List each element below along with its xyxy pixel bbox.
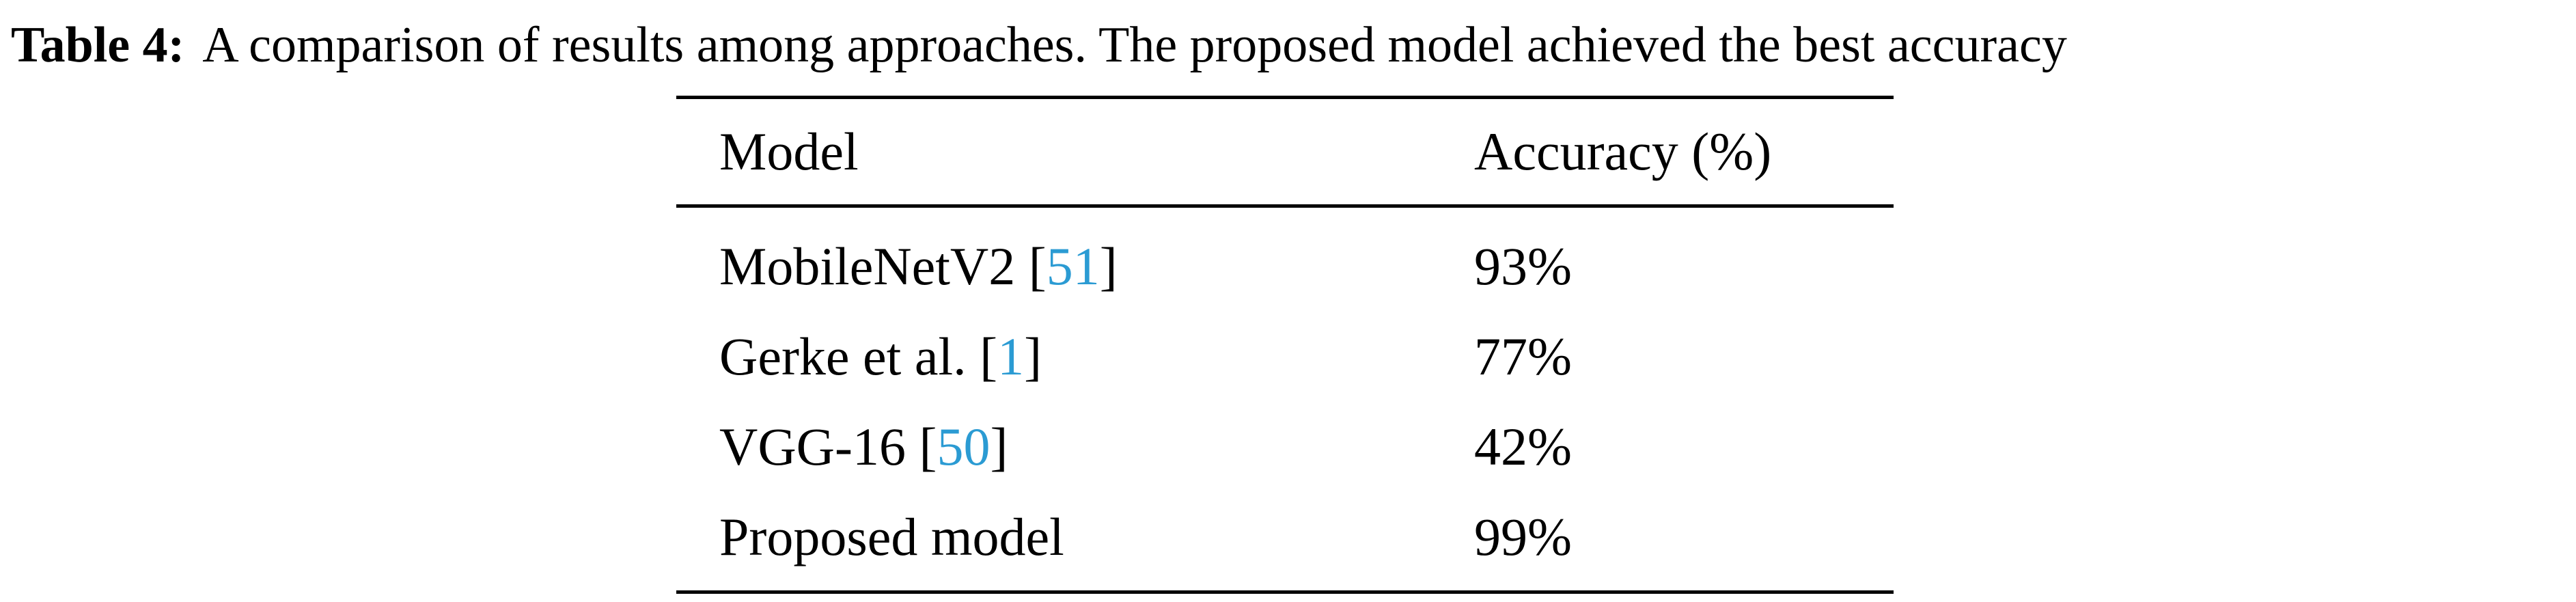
- header-model: Model: [719, 122, 859, 181]
- model-name: Gerke et al.: [719, 327, 967, 386]
- citation-link[interactable]: 1: [997, 327, 1025, 386]
- row-model-vgg16: VGG-16 [50]: [719, 417, 1008, 476]
- header-rule: [676, 204, 1894, 208]
- row-model-proposed: Proposed model: [719, 504, 1064, 570]
- row-accuracy: 77%: [1474, 327, 1572, 386]
- table-caption: Table 4: A comparison of results among ap…: [11, 12, 2573, 78]
- row-accuracy: 93%: [1474, 236, 1572, 296]
- model-name: Proposed model: [719, 507, 1064, 566]
- model-name: VGG-16: [719, 417, 906, 476]
- citation-link[interactable]: 50: [937, 417, 991, 476]
- caption-text: A comparison of results among approaches…: [202, 17, 2067, 73]
- top-rule: [676, 96, 1894, 99]
- row-accuracy: 99%: [1474, 507, 1572, 566]
- model-name: MobileNetV2: [719, 236, 1016, 296]
- header-accuracy: Accuracy (%): [1474, 122, 1772, 181]
- bottom-rule: [676, 590, 1894, 594]
- row-accuracy: 42%: [1474, 417, 1572, 476]
- row-model-mobilenetv2: MobileNetV2 [51]: [719, 236, 1118, 296]
- row-model-gerke: Gerke et al. [1]: [719, 327, 1042, 386]
- citation-link[interactable]: 51: [1046, 236, 1100, 296]
- caption-label: Table 4:: [11, 17, 185, 73]
